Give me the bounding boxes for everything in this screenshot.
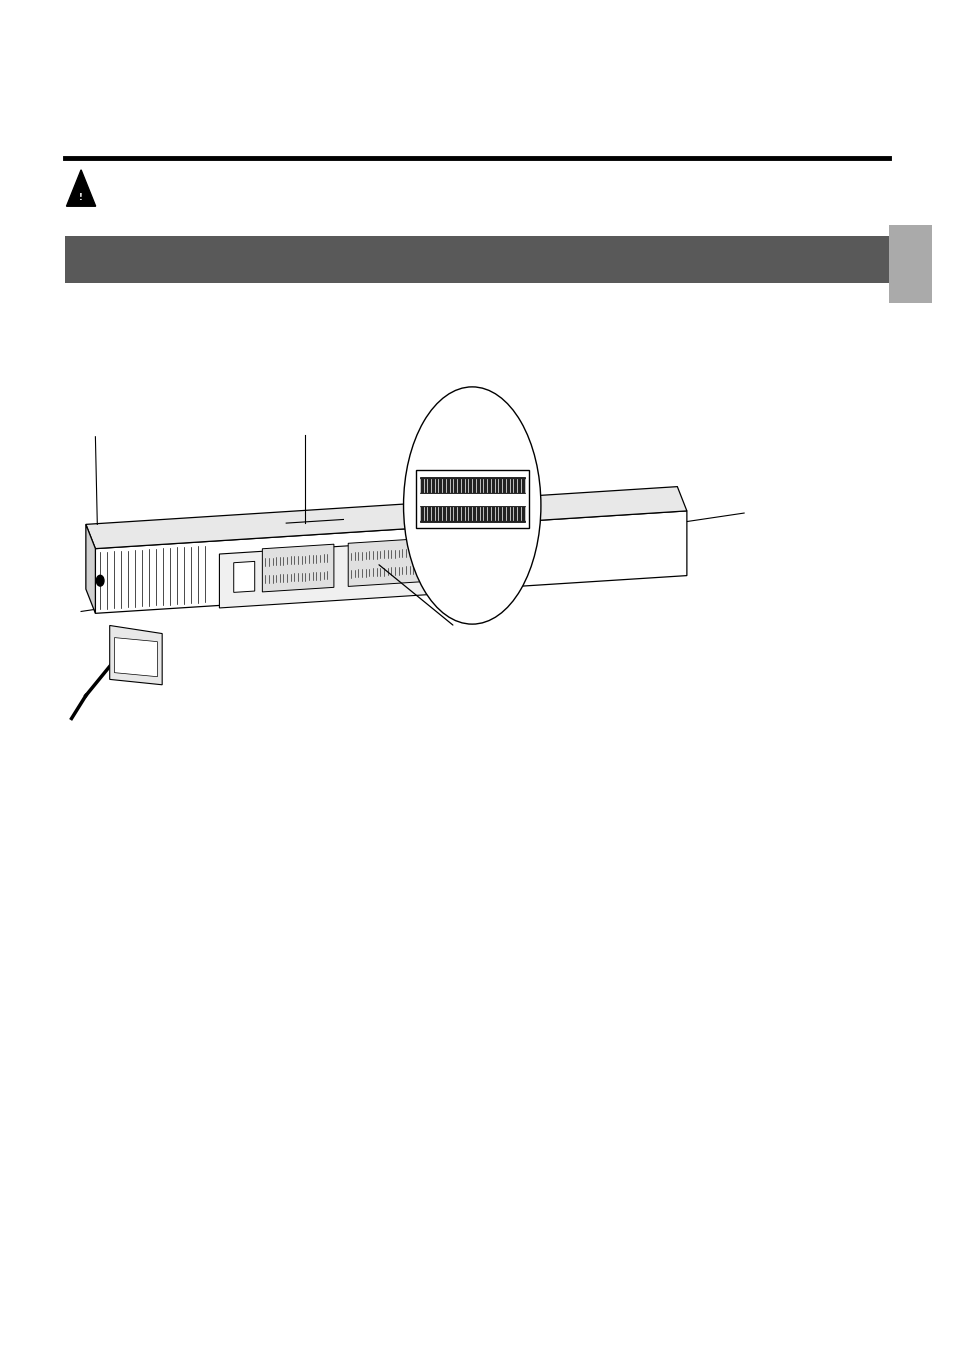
FancyBboxPatch shape (416, 470, 528, 528)
FancyBboxPatch shape (419, 506, 524, 522)
Ellipse shape (403, 387, 540, 624)
Polygon shape (434, 546, 451, 576)
Circle shape (96, 576, 104, 586)
Polygon shape (233, 561, 254, 592)
Polygon shape (86, 524, 95, 613)
Polygon shape (110, 625, 162, 685)
Polygon shape (67, 170, 95, 206)
FancyBboxPatch shape (419, 477, 524, 493)
Polygon shape (348, 539, 419, 586)
Polygon shape (95, 511, 686, 613)
Text: !: ! (79, 193, 83, 202)
Polygon shape (114, 638, 157, 677)
Polygon shape (219, 535, 505, 608)
Polygon shape (86, 487, 686, 549)
Bar (888, 225, 931, 303)
Polygon shape (468, 542, 492, 577)
Polygon shape (262, 545, 334, 592)
Circle shape (504, 547, 514, 561)
Bar (65, 236, 888, 283)
